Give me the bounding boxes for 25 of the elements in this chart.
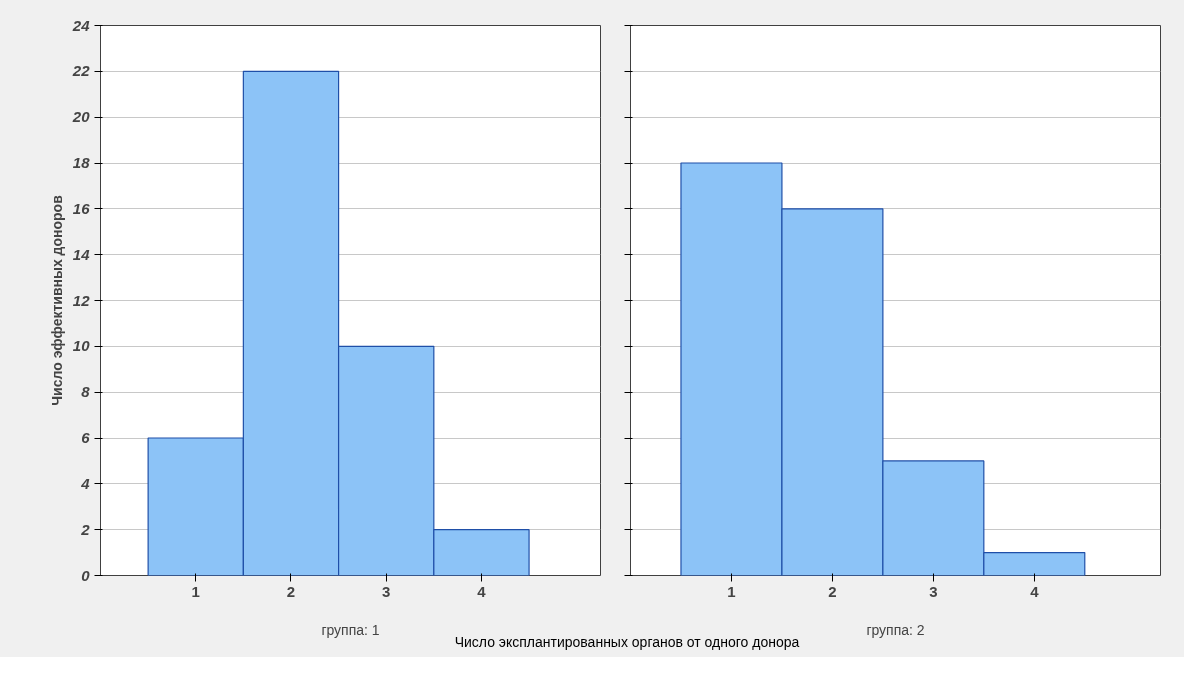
y-tick-label: 8 bbox=[81, 383, 91, 401]
y-tick-label: 22 bbox=[71, 62, 91, 80]
y-tick-label: 20 bbox=[71, 108, 91, 126]
x-tick-label: 3 bbox=[382, 582, 391, 600]
y-tick-label: 24 bbox=[71, 16, 91, 34]
text: Число эксплантированных органов от одного донора bbox=[454, 633, 800, 652]
x-tick-label: 4 bbox=[1030, 582, 1040, 600]
x-axis-title: группа: 2 bbox=[866, 621, 925, 638]
y-tick-label: 14 bbox=[72, 245, 91, 263]
x-tick-label: 2 bbox=[286, 582, 296, 600]
y-axis-title: Число эффективных доноров bbox=[48, 194, 65, 406]
y-tick-label: 2 bbox=[80, 520, 91, 538]
x-tick-label: 1 bbox=[191, 582, 200, 600]
x-tick-label: 2 bbox=[828, 582, 837, 600]
x-tick-label: 4 bbox=[477, 582, 487, 600]
y-tick-label: 0 bbox=[81, 566, 91, 584]
x-tick-label: 1 bbox=[727, 582, 736, 600]
y-tick-label: 16 bbox=[72, 199, 91, 217]
y-tick-label: 10 bbox=[72, 337, 91, 355]
y-tick-label: 18 bbox=[72, 154, 91, 171]
x-axis-title: группа: 1 bbox=[321, 621, 380, 638]
x-tick-label: 3 bbox=[929, 582, 938, 600]
y-tick-label: 6 bbox=[81, 429, 91, 446]
y-tick-label: 12 bbox=[72, 291, 91, 309]
y-tick-label: 4 bbox=[80, 474, 91, 492]
